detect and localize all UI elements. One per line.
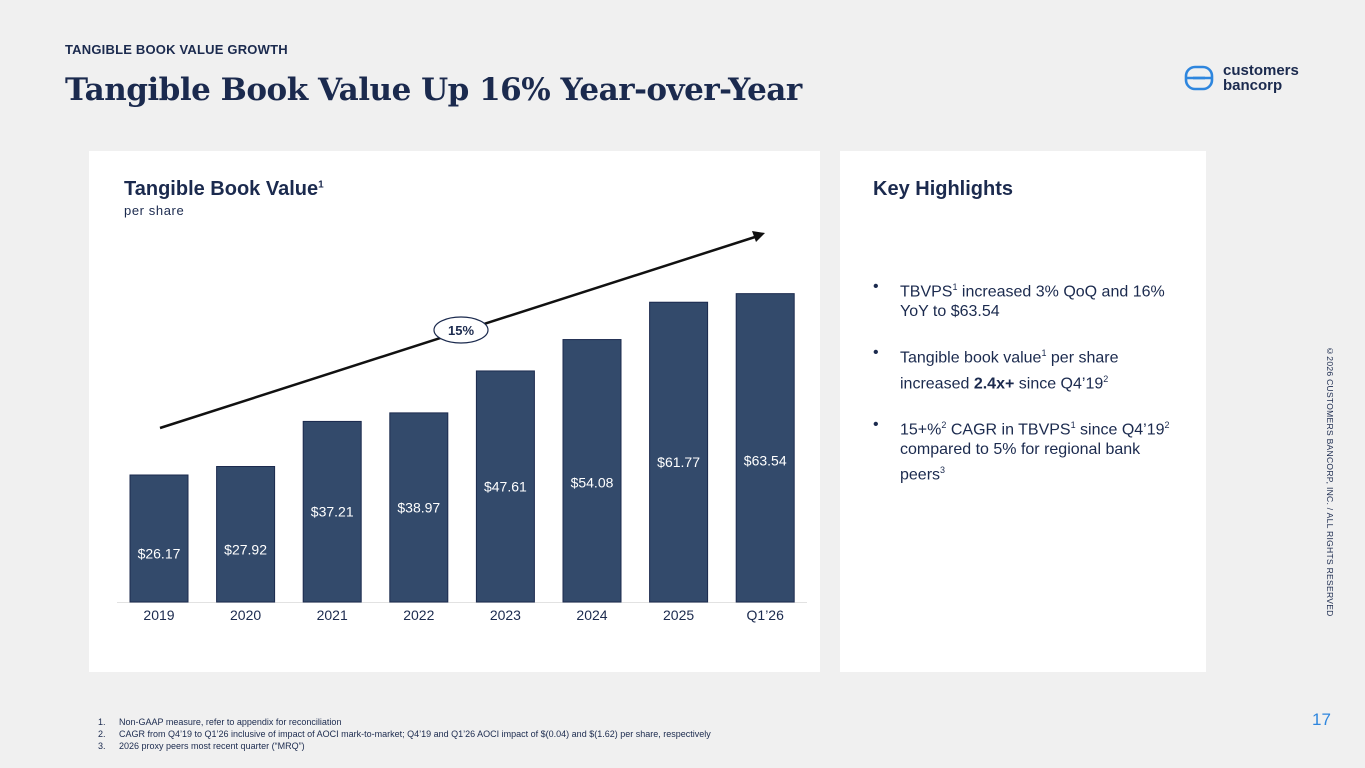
cagr-callout-label: 15% [448, 323, 474, 338]
bar-data-label: $37.21 [311, 504, 354, 520]
footnote-number: 3. [98, 741, 106, 751]
cagr-callout-bubble [433, 316, 489, 344]
footnote-marker: 2 [941, 419, 947, 430]
bar-2019 [129, 474, 189, 603]
highlight-text: TBVPS [900, 283, 953, 301]
footnote-item: 1. Non-GAAP measure, refer to appendix fo… [98, 716, 711, 728]
x-tick-label: 2019 [143, 607, 174, 623]
page-number: 17 [1312, 710, 1331, 729]
footnote-text: Non-GAAP measure, refer to appendix for … [119, 717, 342, 727]
bar-2024 [562, 339, 622, 603]
trend-arrow-head [752, 231, 765, 242]
highlight-item: Tangible book value1 per share increased… [873, 343, 1188, 394]
bar-2025 [649, 301, 709, 603]
chart-subtitle: per share [124, 203, 185, 218]
highlight-text: increased 3% QoQ and 16% YoY to $63.54 [900, 283, 1165, 321]
highlight-text: 15+% [900, 421, 942, 439]
x-tick-label: 2020 [230, 607, 261, 623]
x-tick-label: 2021 [317, 607, 348, 623]
x-tick-label: 2025 [663, 607, 694, 623]
chart-title-footnote: 1 [318, 179, 324, 191]
footnote-marker: 1 [1041, 348, 1047, 359]
bar-Q1’26 [735, 293, 795, 603]
copyright-notice: ©2026 CUSTOMERS BANCORP, INC. / ALL RIGH… [1325, 346, 1335, 617]
logo-line-1: customers [1223, 62, 1299, 79]
footnote-marker: 3 [940, 465, 946, 476]
footnote-item: 3. 2026 proxy peers most recent quarter (… [98, 740, 711, 752]
footnote-text: 2026 proxy peers most recent quarter (“M… [119, 741, 305, 751]
highlight-text: Tangible book value [900, 349, 1042, 367]
footnote-marker: 1 [1070, 419, 1076, 430]
x-tick-label: 2023 [490, 607, 521, 623]
footnote-number: 1. [98, 717, 106, 727]
highlight-text: per share increased [900, 349, 1119, 392]
chart-panel: Tangible Book Value1 per share $26.17 201… [89, 151, 820, 672]
highlight-text: compared to 5% for regional bank peers [900, 441, 1141, 484]
footnote-text: CAGR from Q4’19 to Q1’26 inclusive of im… [119, 729, 711, 739]
bar-data-label: $54.08 [571, 475, 614, 491]
company-logo: customers bancorp [1184, 63, 1299, 93]
highlight-item: TBVPS1 increased 3% QoQ and 16% YoY to $… [873, 277, 1188, 322]
bar-data-label: $38.97 [397, 499, 440, 515]
bar-data-label: $47.61 [484, 478, 527, 494]
bar-2021 [302, 420, 362, 603]
highlights-title: Key Highlights [873, 178, 1014, 200]
footnotes: 1. Non-GAAP measure, refer to appendix fo… [98, 716, 711, 752]
x-tick-label: 2022 [403, 607, 434, 623]
page-title: Tangible Book Value Up 16% Year-over-Yea… [65, 72, 802, 108]
highlights-panel: Key Highlights TBVPS1 increased 3% QoQ a… [840, 151, 1206, 672]
highlight-text: CAGR in TBVPS [946, 421, 1071, 439]
footnote-item: 2. CAGR from Q4’19 to Q1’26 inclusive of … [98, 728, 711, 740]
bar-2022 [389, 412, 449, 603]
highlight-item: 15+%2 CAGR in TBVPS1 since Q4’192 compar… [873, 415, 1188, 486]
bar-2023 [475, 370, 535, 603]
highlights-list: TBVPS1 increased 3% QoQ and 16% YoY to $… [873, 277, 1188, 507]
x-tick-label: Q1’26 [747, 607, 785, 623]
chart-title: Tangible Book Value1 [124, 178, 324, 201]
section-label: TANGIBLE BOOK VALUE GROWTH [65, 42, 288, 57]
footnote-marker: 1 [952, 282, 958, 292]
logo-line-2: bancorp [1223, 77, 1283, 94]
footnote-marker: 2 [1103, 373, 1109, 384]
footnote-marker: 2 [1164, 419, 1170, 430]
bar-data-label: $27.92 [224, 541, 267, 557]
tbv-bar-chart: $26.17 2019 $27.92 2020 $37.21 2021 $38.97 2022… [117, 231, 807, 623]
highlight-text: since Q4’19 [1014, 374, 1104, 392]
chart-title-text: Tangible Book Value [124, 178, 319, 200]
logo-text: customers bancorp [1223, 63, 1299, 93]
x-tick-label: 2024 [576, 607, 607, 623]
footnote-number: 2. [98, 729, 106, 739]
highlight-text: since Q4’19 [1075, 421, 1165, 439]
customers-bancorp-logo-icon [1184, 65, 1214, 91]
bar-2020 [216, 466, 276, 603]
bar-data-label: $63.54 [744, 453, 787, 469]
bar-data-label: $26.17 [138, 545, 181, 561]
highlight-text: 2.4x+ [973, 374, 1015, 392]
bar-data-label: $61.77 [657, 454, 700, 470]
